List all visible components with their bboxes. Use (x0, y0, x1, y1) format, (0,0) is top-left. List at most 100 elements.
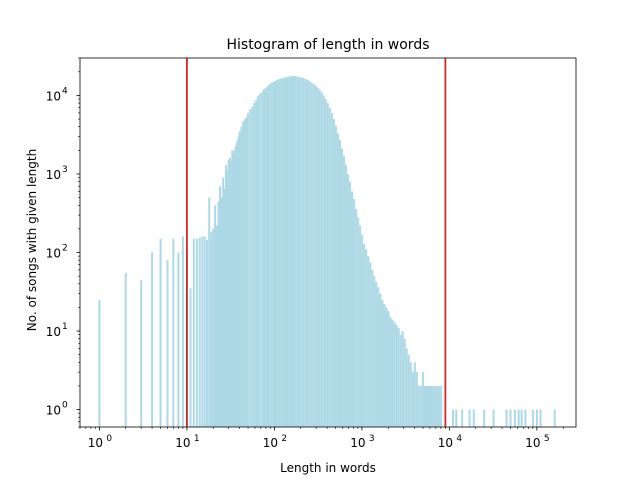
y-tick-exponent: 4 (62, 86, 68, 96)
histogram-bar (298, 76, 301, 427)
histogram-bar (336, 133, 339, 427)
x-tick-label: 10 (175, 436, 190, 450)
y-tick-label: 10 (46, 325, 61, 339)
histogram-bar (387, 311, 390, 427)
histogram-bar (468, 409, 471, 427)
histogram-bar (430, 385, 433, 427)
histogram-bar (316, 87, 319, 427)
histogram-bar (222, 177, 225, 427)
histogram-bar (198, 237, 201, 427)
histogram-bar (363, 243, 366, 427)
histogram-bar (391, 319, 394, 427)
x-tick-exponent: 4 (456, 434, 462, 444)
histogram-bar (347, 174, 350, 427)
histogram-bar (278, 79, 281, 427)
histogram-bar (553, 409, 556, 427)
histogram-bar (328, 107, 331, 427)
histogram-bar (251, 106, 254, 428)
histogram-bar (234, 147, 237, 428)
histogram-bar (513, 409, 516, 427)
x-tick-exponent: 5 (544, 434, 550, 444)
histogram-bar (214, 205, 217, 427)
histogram-bar (438, 385, 441, 427)
x-axis-ticks: 10 0 10 1 10 2 10 3 10 4 10 5 (79, 427, 564, 450)
histogram-bar (383, 304, 386, 427)
histogram-bar (233, 150, 236, 428)
histogram-bar (192, 238, 195, 427)
histogram-bar (264, 87, 267, 428)
histogram-bar (292, 75, 295, 428)
reference-lines (186, 58, 447, 427)
histogram-bar (166, 260, 169, 427)
histogram-bar (189, 288, 192, 427)
histogram-bar (232, 153, 235, 427)
histogram-bar (208, 197, 211, 427)
histogram-bar (472, 409, 475, 427)
histogram-bar (375, 282, 378, 427)
histogram-bar (415, 372, 418, 427)
histogram-bar (353, 199, 356, 427)
x-tick-exponent: 3 (369, 434, 375, 444)
histogram-bar (296, 76, 299, 427)
histogram-bar (436, 385, 439, 427)
histogram-bar (243, 119, 246, 428)
histogram-bar (403, 338, 406, 427)
histogram-bar (341, 148, 344, 427)
histogram-bar (349, 181, 352, 427)
histogram-bar (226, 170, 229, 428)
histogram-bar (294, 76, 297, 427)
histogram-bar (339, 140, 341, 427)
histogram-bar (272, 81, 275, 427)
histogram-bar (225, 165, 228, 428)
histogram-bar (249, 109, 252, 427)
histogram-bar (203, 236, 206, 427)
histogram-bar (452, 409, 454, 427)
histogram-bar (377, 287, 380, 427)
histogram-bar (483, 409, 486, 427)
histogram-bar (304, 79, 307, 427)
plot-frame (79, 57, 577, 428)
histogram-bar (405, 348, 408, 427)
histogram-bar (417, 385, 420, 427)
histogram-bar (220, 197, 223, 427)
histogram-bar (318, 89, 321, 427)
histogram-bar (312, 83, 315, 428)
histogram-bar (215, 225, 218, 427)
histogram-bar (492, 409, 495, 427)
histogram-bar (242, 121, 245, 427)
histogram-bar (257, 96, 260, 427)
histogram-bar (262, 89, 265, 427)
histogram-bar (247, 112, 250, 427)
histogram-bar (308, 81, 311, 427)
histogram-bar (231, 150, 234, 428)
histogram-bar (334, 125, 337, 428)
histogram-bar (124, 272, 127, 427)
histogram-bar (524, 409, 527, 427)
histogram-bar (425, 385, 428, 427)
histogram-bar (306, 79, 309, 428)
x-tick-label: 10 (350, 436, 365, 450)
histogram-bar (399, 334, 402, 427)
histogram-bar (288, 76, 291, 427)
histogram-bar (461, 409, 464, 427)
histogram-bar (223, 188, 226, 427)
histogram-bar (235, 142, 238, 427)
histogram-bar (314, 85, 317, 428)
histogram-bar (419, 385, 422, 427)
histogram-bar (324, 99, 327, 427)
histogram-bar (98, 299, 101, 427)
histogram-bar (531, 409, 534, 427)
histogram-bar (286, 76, 289, 427)
histogram-bar (423, 385, 426, 427)
y-tick-label: 10 (46, 247, 61, 261)
x-tick-exponent: 1 (194, 434, 200, 444)
histogram-bar (255, 100, 258, 427)
histogram-bar (258, 93, 261, 428)
y-tick-label: 10 (46, 89, 61, 103)
histogram-bar (381, 299, 384, 427)
y-tick-label: 10 (46, 168, 61, 182)
histogram-bar (159, 238, 162, 427)
histogram-bar (413, 362, 416, 427)
histogram-bar (195, 238, 198, 427)
